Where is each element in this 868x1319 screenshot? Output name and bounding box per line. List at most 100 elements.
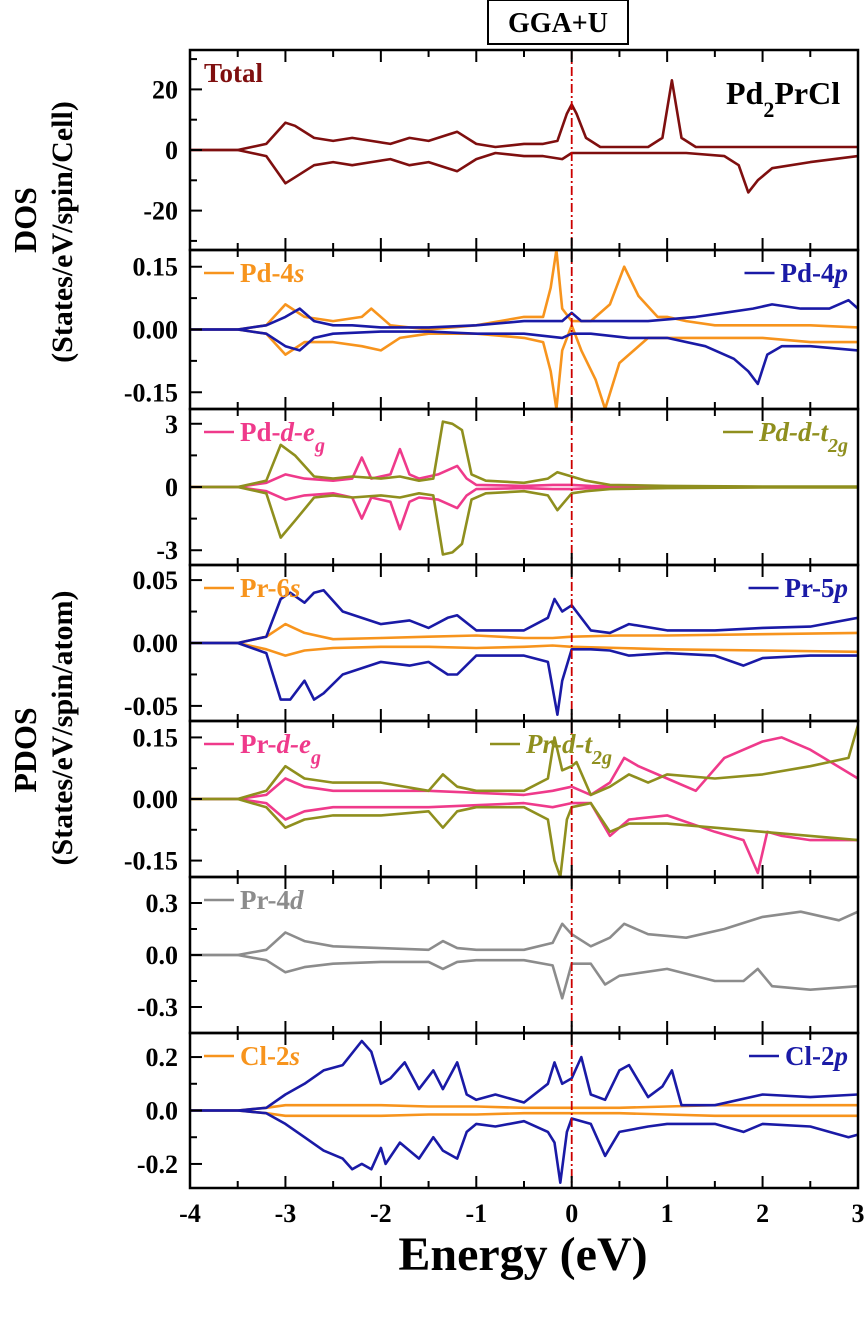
ylabel-pdos-line2: (States/eV/spin/atom): [46, 591, 79, 866]
series-line-Total-up: [190, 79, 858, 152]
y-tick-label: 3: [165, 410, 178, 439]
panel-Cl: 0.2 0.0 -0.2 Cl-2s Cl-2p -4 -3 -2 -1 0 1 2 3: [137, 1031, 865, 1228]
legend-Pd-d-t2g: Pd-d-t2g: [723, 417, 848, 457]
legend-Pd-4p: Pd-4p: [744, 258, 849, 288]
series-line-Pr-6s-down: [190, 641, 858, 657]
method-label: GGA+U: [508, 8, 608, 39]
legend-label: Pr-d-eg: [240, 729, 321, 769]
compound-main: Pd: [726, 75, 764, 111]
x-axis-title: Energy (eV): [398, 1228, 647, 1281]
series-line-Total-down: [190, 148, 858, 194]
y-tick-label: 0.15: [133, 723, 179, 752]
series-line-Pr-4d-down: [190, 953, 858, 1000]
series-line-Pr-4d-up: [190, 910, 858, 957]
y-tick-label: -0.05: [124, 692, 178, 721]
compound-label: Pd2PrCl: [726, 75, 840, 122]
legend-Pr-5p: Pr-5p: [748, 573, 848, 603]
series-line-Pd-d-eg-down: [190, 485, 858, 531]
y-tick-label: -0.15: [124, 378, 178, 407]
y-tick-label: 0.3: [146, 889, 179, 918]
series-line-Pr-6s-up: [190, 622, 858, 645]
legend-Pr-d-t2g: Pr-d-t2g: [490, 729, 612, 769]
series-group: [190, 420, 858, 556]
y-tick-label: 0.0: [146, 941, 179, 970]
y-tick-label: -0.3: [137, 993, 178, 1022]
panel-Pr-4d: 0.3 0.0 -0.3 Pr-4d: [137, 875, 860, 1035]
series-line-Pr-d-t2g-up: [190, 724, 858, 801]
y-tick-label: 0.05: [133, 566, 179, 595]
panel-Pr-d: 0.15 0.00 -0.15 Pr-d-eg Pr-d-t2g: [124, 719, 860, 879]
x-tick-label: -4: [179, 1199, 201, 1228]
panel-Pd-d: 3 0 -3 Pd-d-eg Pd-d-t2g: [156, 407, 860, 567]
legend-Pr-6s: Pr-6s: [204, 573, 300, 603]
series-line-Cl-2p-up: [190, 1039, 858, 1112]
legend-Cl-2s: Cl-2s: [204, 1041, 300, 1071]
series-group: [190, 588, 858, 717]
series-line-Cl-2s-down: [190, 1109, 858, 1118]
series-line-Pd-d-eg-up: [190, 447, 858, 489]
series-group: [190, 1039, 858, 1184]
x-tick-label: 2: [756, 1199, 769, 1228]
series-line-Pd-4p-down: [190, 328, 858, 386]
series-line-Cl-2s-up: [190, 1103, 858, 1112]
legend-Cl-2p: Cl-2p: [749, 1041, 848, 1071]
series-line-Pr-d-t2g-down: [190, 797, 858, 877]
legend-label: Pd-d-eg: [240, 417, 325, 457]
legend-Pd-4s: Pd-4s: [204, 258, 305, 288]
legend-label: Pr-4d: [240, 885, 304, 915]
y-tick-label: 0.00: [133, 785, 179, 814]
series-line-Pr-d-eg-down: [190, 797, 858, 875]
x-tick-label: 3: [852, 1199, 865, 1228]
series-line-Pd-d-t2g-down: [190, 485, 858, 556]
series-line-Cl-2p-down: [190, 1109, 858, 1184]
y-tick-label: -20: [143, 197, 178, 226]
series-line-Pd-4s-down: [190, 323, 858, 409]
panel-Total: 20 0 -20 Total: [143, 48, 860, 252]
legend-Total: Total: [204, 58, 264, 88]
y-tick-label: 20: [152, 75, 178, 104]
ylabel-pdos-line1: PDOS: [7, 707, 43, 792]
legend-label: Pr-6s: [240, 573, 300, 603]
legend-label: Pd-d-t2g: [758, 417, 848, 457]
y-tick-label: 0.00: [133, 629, 179, 658]
x-tick-label: -1: [465, 1199, 487, 1228]
y-tick-label: 0: [165, 136, 178, 165]
legend-label: Pr-d-t2g: [525, 729, 612, 769]
panel-Pd: 0.15 0.00 -0.15 Pd-4s Pd-4p: [124, 248, 860, 411]
y-tick-label: 0.0: [146, 1097, 179, 1126]
x-tick-label: 1: [661, 1199, 674, 1228]
legend-label: Pd-4s: [240, 258, 305, 288]
x-tick-label: -3: [275, 1199, 297, 1228]
ylabel-pdos: PDOS (States/eV/spin/atom): [7, 591, 79, 866]
legend-Pr-d-eg: Pr-d-eg: [204, 729, 321, 769]
ylabel-dos: DOS (States/eV/spin/Cell): [7, 101, 79, 363]
series-group: [190, 79, 858, 194]
y-tick-label: 0.2: [146, 1043, 179, 1072]
ylabel-dos-line1: DOS: [7, 187, 43, 253]
y-tick-label: 0.00: [133, 316, 179, 345]
series-line-Pr-d-eg-up: [190, 736, 858, 801]
series-group: [190, 250, 858, 409]
legend-label: Pd-4p: [781, 258, 849, 288]
x-tick-label: 0: [565, 1199, 578, 1228]
series-line-Pr-5p-up: [190, 588, 858, 645]
compound-rest: PrCl: [774, 75, 840, 111]
panel-Pr-s-p: 0.05 0.00 -0.05 Pr-6s Pr-5p: [124, 563, 860, 723]
compound-sub: 2: [763, 97, 774, 122]
y-tick-label: -0.2: [137, 1150, 178, 1179]
series-group: [190, 910, 858, 1000]
y-tick-label: 0: [165, 473, 178, 502]
method-label-box: [487, 0, 629, 45]
legend-label: Cl-2s: [240, 1041, 300, 1071]
series-line-Pd-d-t2g-up: [190, 420, 858, 489]
y-tick-label: -3: [156, 536, 178, 565]
legend-Pr-4d: Pr-4d: [204, 885, 304, 915]
y-tick-label: 0.15: [133, 253, 179, 282]
legend-Pd-d-eg: Pd-d-eg: [204, 417, 325, 457]
legend-label: Pr-5p: [785, 573, 848, 603]
legend-label: Cl-2p: [785, 1041, 848, 1071]
x-tick-label: -2: [370, 1199, 392, 1228]
series-line-Pr-5p-down: [190, 641, 858, 717]
